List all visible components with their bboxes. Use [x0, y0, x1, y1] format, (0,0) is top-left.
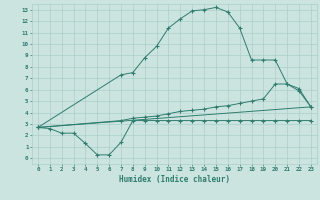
X-axis label: Humidex (Indice chaleur): Humidex (Indice chaleur)	[119, 175, 230, 184]
